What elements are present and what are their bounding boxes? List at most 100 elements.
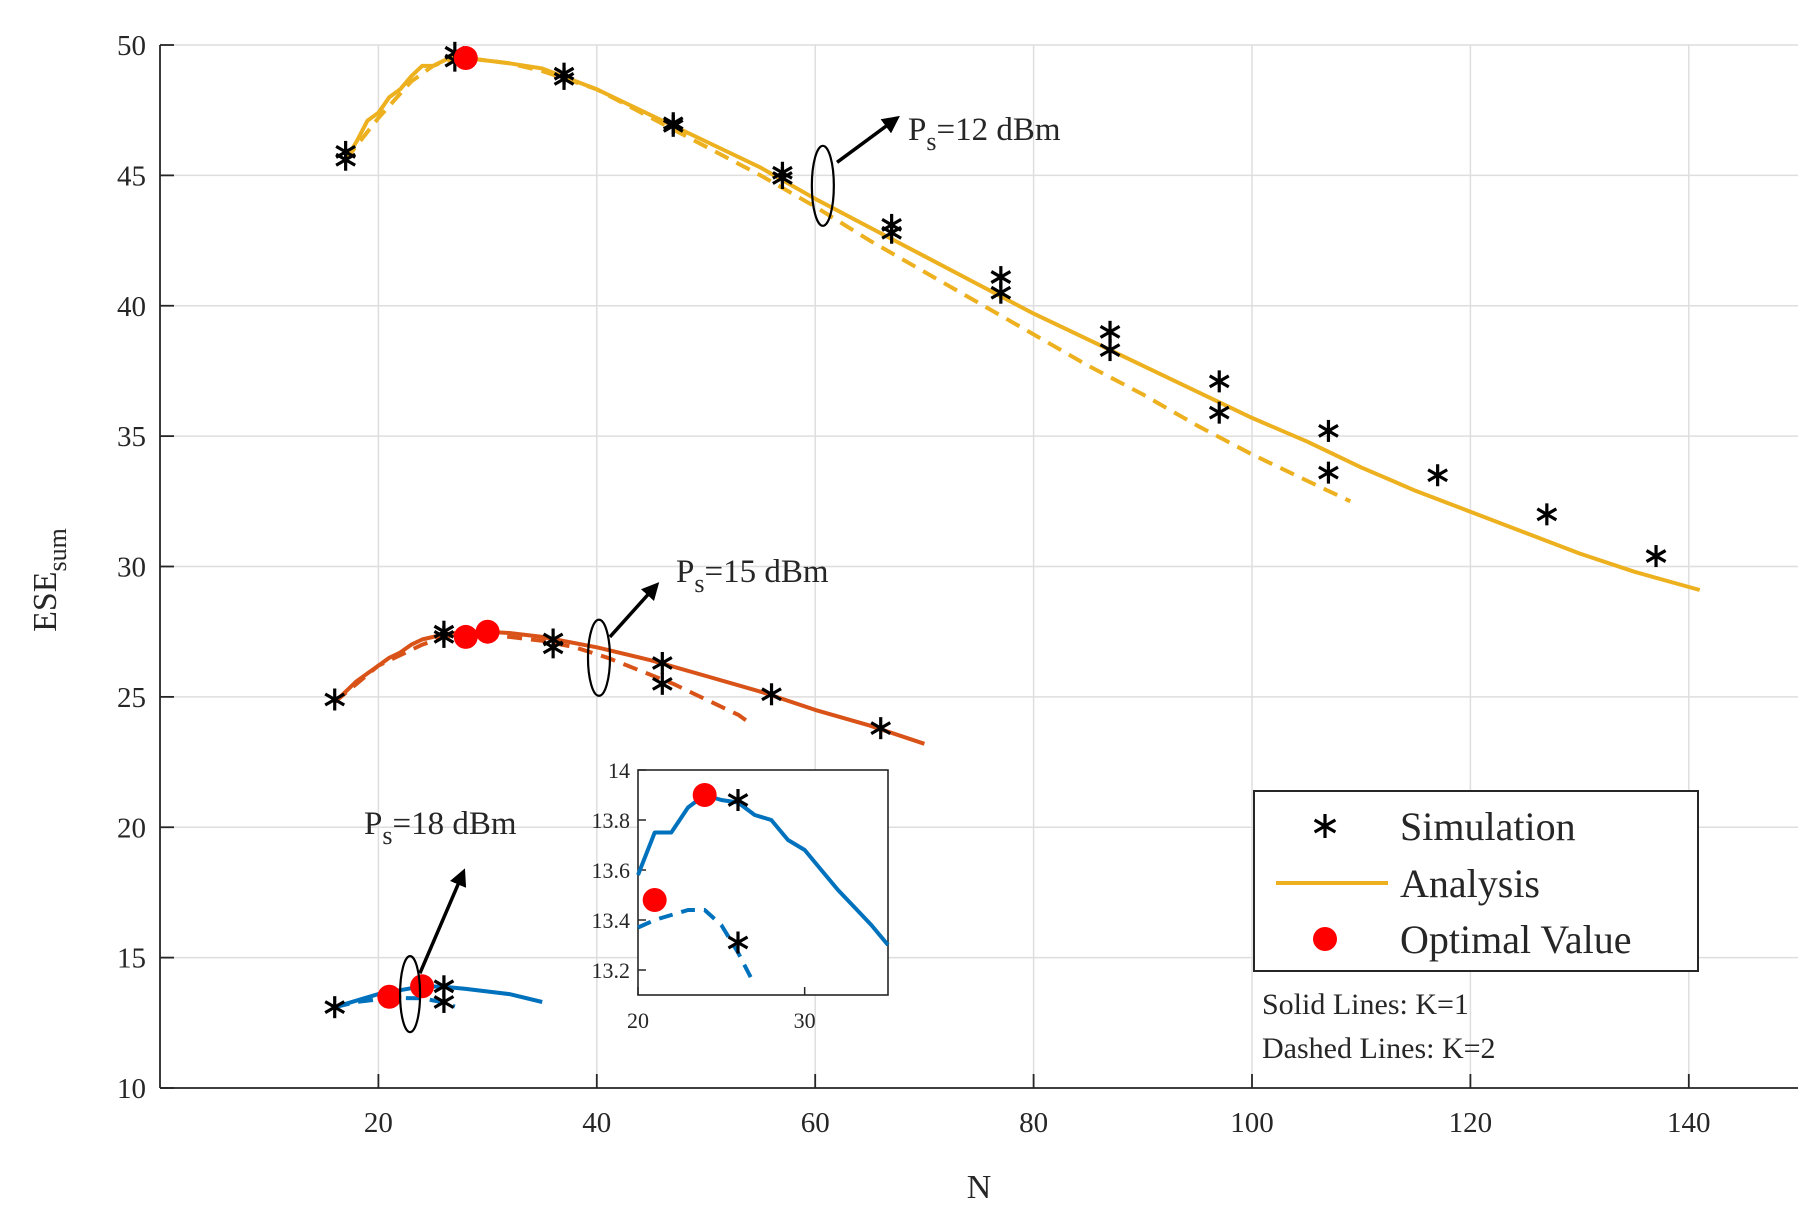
simulation-marker	[433, 990, 455, 1013]
y-tick-label: 15	[117, 943, 146, 975]
y-tick-label: 50	[117, 30, 146, 62]
legend-optimal-marker	[1313, 927, 1337, 951]
simulation-marker	[1427, 464, 1448, 487]
star-stroke	[433, 630, 455, 644]
x-tick-label: 140	[1667, 1107, 1711, 1139]
inset-frame	[637, 769, 889, 996]
star-stroke	[1099, 343, 1121, 357]
annotation-label-ps18: Ps=18 dBm	[364, 806, 517, 850]
inset-optimal-value-marker	[692, 783, 717, 807]
annotation-label-ps15: Ps=15 dBm	[676, 554, 829, 598]
star-stroke	[1208, 374, 1230, 389]
legend-simulation-marker	[1313, 814, 1337, 838]
annotation-value: =18 dBm	[392, 806, 516, 842]
simulation-marker	[651, 672, 673, 695]
note-dashed-lines: Dashed Lines: K=2	[1262, 1032, 1496, 1065]
simulation-marker	[553, 67, 575, 90]
simulation-marker	[1645, 545, 1667, 568]
axes: 20 40 60 80 100 120 140 10 15 20 25 30 35 40 45 50	[117, 30, 1798, 1139]
series-line-ps15-solid	[333, 629, 926, 746]
star-stroke	[651, 656, 673, 670]
annotation-subscript: s	[382, 821, 392, 850]
optimal-value-marker	[475, 619, 500, 644]
annotation-value: =15 dBm	[704, 554, 828, 590]
inset-plot: 20 30 13.2 13.4 13.6 13.8 14	[592, 758, 890, 1033]
annotation-prefix: P	[676, 554, 694, 590]
inset-x-tick-label: 30	[794, 1008, 816, 1033]
star-stroke	[1645, 549, 1667, 563]
x-axis-label: N	[967, 1169, 992, 1206]
y-axis-label-main: ESE	[27, 571, 64, 631]
annotation-prefix: P	[364, 806, 382, 842]
annotation-arrow-ps15	[608, 582, 660, 639]
annotation-label-ps12: Ps=12 dBm	[908, 112, 1061, 156]
star-stroke	[1427, 468, 1448, 483]
annotation-arrow-ps18	[418, 868, 467, 974]
simulation-marker	[1318, 461, 1339, 484]
simulation-marker	[324, 688, 346, 711]
y-tick-label: 45	[117, 160, 146, 192]
simulation-marker	[1318, 419, 1339, 442]
star-stroke	[662, 118, 684, 133]
note-solid-lines: Solid Lines: K=1	[1262, 988, 1469, 1021]
annotation-subscript: s	[926, 127, 936, 156]
inset-series-line-solid	[636, 793, 890, 947]
simulation-marker	[881, 221, 902, 244]
simulation-marker	[1536, 503, 1558, 526]
y-axis-label-sub: sum	[43, 528, 72, 571]
series-line-ps15-dashed	[333, 632, 751, 725]
star-stroke	[990, 270, 1012, 284]
y-tick-label: 30	[117, 552, 146, 584]
optimal-value-marker	[410, 974, 435, 999]
star-stroke	[1208, 405, 1230, 420]
star-stroke	[1313, 818, 1337, 834]
star-stroke	[324, 692, 346, 707]
optimal-value-marker	[453, 624, 478, 649]
y-axis-label: ESEsum	[27, 528, 72, 632]
legend-label-2: Optimal Value	[1400, 917, 1631, 962]
x-tick-label: 40	[582, 1107, 611, 1139]
simulation-marker	[662, 114, 684, 137]
series-line-ps12-solid	[343, 53, 1701, 592]
star-stroke	[727, 793, 749, 807]
annotation-ellipse-ps12	[810, 144, 835, 227]
star-stroke	[881, 225, 902, 240]
inset-simulation-marker	[727, 789, 749, 811]
star-stroke	[542, 640, 564, 655]
x-tick-label: 20	[364, 1107, 393, 1139]
inset-simulation-marker	[727, 931, 749, 954]
star-stroke	[1318, 424, 1339, 438]
star-stroke	[433, 995, 455, 1009]
star-stroke	[870, 721, 892, 736]
simulation-marker	[761, 683, 782, 706]
x-tick-label: 80	[1019, 1107, 1048, 1139]
star-stroke	[335, 152, 356, 167]
star-stroke	[761, 687, 782, 702]
x-tick-label: 120	[1449, 1107, 1493, 1139]
y-tick-label: 40	[117, 291, 146, 323]
star-stroke	[324, 1000, 346, 1015]
optimal-value-marker	[377, 984, 402, 1009]
inset-y-tick-label: 13.6	[592, 858, 631, 883]
x-tick-label: 100	[1230, 1107, 1274, 1139]
annotation-ellipse-ps15	[586, 618, 612, 697]
legend: Simulation Analysis Optimal Value	[1253, 790, 1699, 972]
star-stroke	[1318, 465, 1339, 480]
simulation-marker	[433, 625, 455, 648]
inset-y-tick-label: 13.4	[592, 908, 631, 933]
annotation-prefix: P	[908, 112, 926, 148]
grid	[160, 44, 1798, 1089]
legend-label-1: Analysis	[1400, 861, 1540, 906]
star-stroke	[433, 979, 455, 994]
inset-series-line-dashed	[637, 908, 757, 986]
simulation-marker	[990, 281, 1012, 304]
y-tick-label: 10	[117, 1073, 146, 1105]
annotation-ellipse-ps18	[398, 955, 422, 1034]
inset-optimal-value-marker	[642, 888, 667, 912]
simulation-marker	[1208, 370, 1230, 393]
simulation-marker	[542, 636, 564, 659]
series-line-ps12-dashed	[344, 56, 1352, 504]
